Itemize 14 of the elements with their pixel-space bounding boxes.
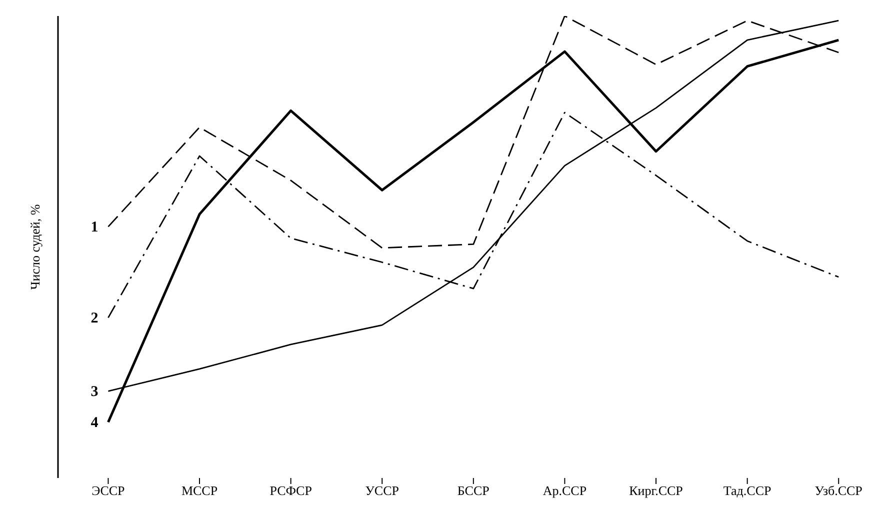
x-tick-label: Ар.ССР [542,483,587,498]
x-tick-label: РСФСР [270,483,312,498]
series-label: 2 [90,310,98,327]
x-tick-label: Узб.ССР [814,483,862,498]
x-tick-label: ЭССР [92,483,125,498]
series-label: 1 [90,220,98,236]
x-tick-label: Тад.ССР [723,483,772,498]
series-label: 4 [90,415,99,432]
x-tick-label: БССР [457,483,490,498]
y-axis-title: Число судей, % [28,204,43,290]
series-label: 3 [90,384,98,400]
x-tick-label: МССР [181,483,218,498]
x-tick-label: УССР [365,483,400,498]
x-tick-label: Кирг.ССР [629,483,683,498]
